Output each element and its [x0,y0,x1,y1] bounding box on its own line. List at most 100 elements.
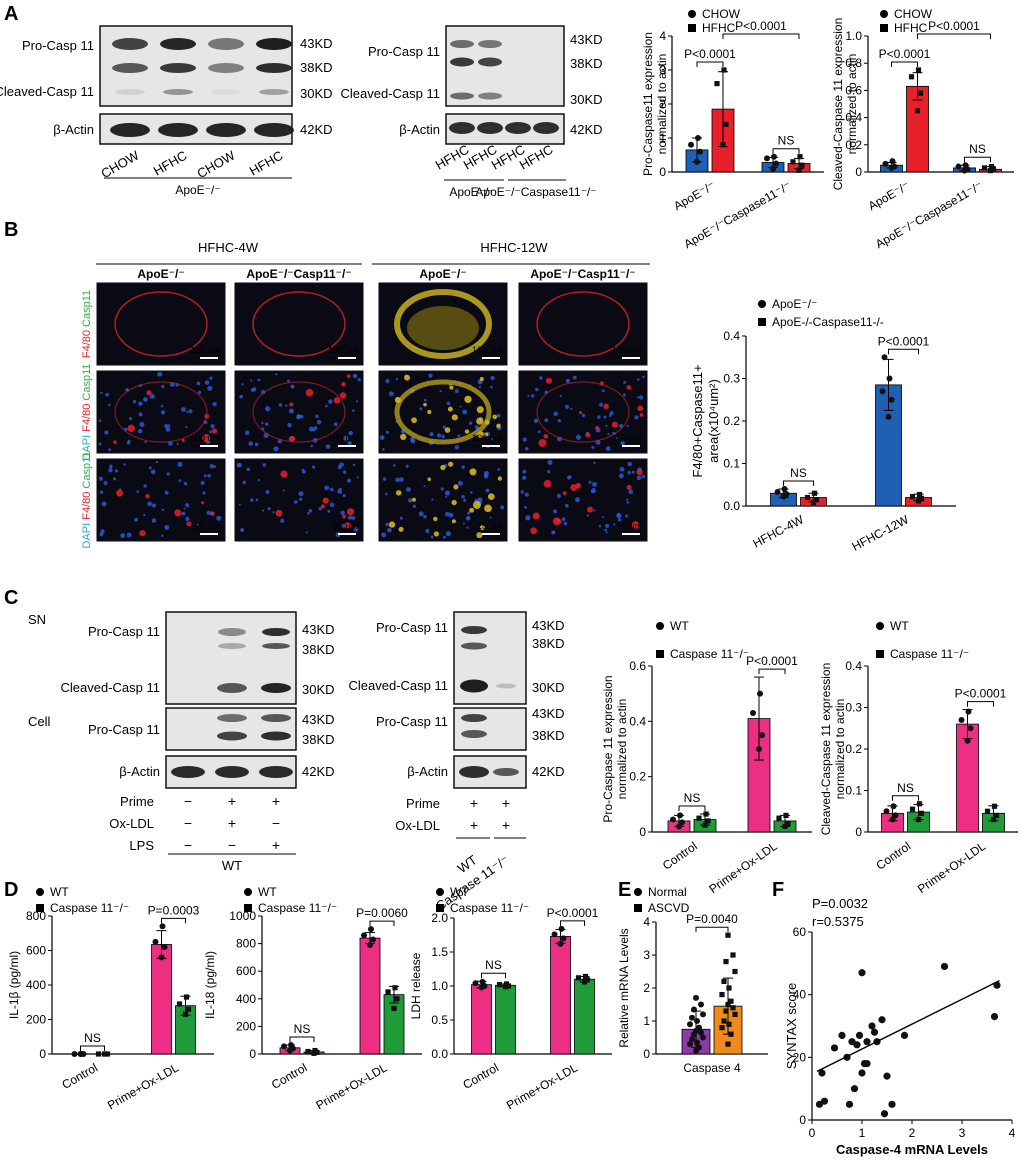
stain-dot [146,390,152,396]
significance-label: P<0.0001 [735,19,787,33]
nucleus-dot [418,511,424,517]
data-point [575,975,582,981]
data-point [918,495,925,501]
stain-dot [603,403,609,409]
blot-band [450,57,474,67]
y-tick-label: 800 [236,937,256,951]
data-point [721,67,727,73]
data-point [987,168,994,174]
nucleus-dot [265,490,270,494]
data-point [159,923,166,930]
nucleus-dot [250,379,253,382]
significance-label: NS [897,781,914,795]
size-marker: 42KD [302,764,335,779]
nucleus-dot [388,391,394,397]
nucleus-dot [405,464,409,468]
data-point [909,806,916,812]
data-point [503,981,510,987]
stain-part: Casp11 [81,363,93,400]
data-point [496,982,503,988]
genotype-label: ApoE⁻/⁻Caspase11⁻/⁻ [475,185,596,199]
blot-band [450,92,474,100]
blot-band [261,714,291,722]
significance-label: P<0.0001 [928,19,980,33]
y-tick-label: 0.2 [723,414,740,428]
stat-r-value: r=0.5375 [812,914,864,929]
nucleus-dot [198,390,202,394]
nucleus-dot [522,437,527,442]
y-axis-label-line2: normalized to actin [845,54,859,155]
blot-band [171,766,205,778]
nucleus-dot [535,387,539,392]
stain-dot [344,522,351,529]
significance-bracket [917,33,991,39]
nucleus-dot [183,481,188,486]
nucleus-dot [325,444,331,449]
data-point [781,486,788,492]
legend-label: ApoE-/-Caspase11-/- [772,315,884,329]
significance-bracket [161,917,186,924]
stain-dot [202,434,211,443]
nucleus-dot [108,448,111,452]
nucleus-dot [272,511,275,514]
data-point [102,1051,109,1057]
nucleus-dot [347,515,352,520]
micrograph-bg [517,369,649,455]
chart-C-pro: 0 0.2 0.4 0.6 Pro-Caspase 11 expression norma… [601,619,812,896]
data-point [551,931,558,938]
significance-label: P<0.0001 [879,47,931,61]
data-point [892,812,899,819]
data-point [981,165,988,171]
data-point [990,166,997,172]
micrograph-tile: 25 um [377,457,509,543]
vessel-outline [252,381,346,443]
data-point [368,926,374,933]
data-point [311,1050,317,1056]
nucleus-dot [461,494,465,499]
micrograph-tile: 100 um [377,281,509,367]
scale-bar-label: 100 um [472,345,502,355]
nucleus-dot [636,396,640,399]
nucleus-dot [581,413,586,418]
blot-band [449,122,475,134]
stain-dot [469,507,475,513]
nucleus-dot [343,435,349,441]
stain-dot [639,413,644,417]
nucleus-dot [239,394,244,399]
nucleus-dot [209,376,213,380]
nucleus-dot [539,376,543,380]
nucleus-dot [108,403,111,407]
nucleus-dot [609,411,614,416]
data-point [964,737,971,744]
nucleus-dot [105,392,110,397]
data-point [694,1039,700,1046]
stain-dot [469,468,477,476]
nucleus-dot [588,480,592,484]
nucleus-dot [525,515,531,521]
blot-band [160,63,196,73]
chart-C-cleaved: 0 0.1 0.2 0.3 0.4 Cleaved-Caspase 11 expressi… [819,619,1018,896]
nucleus-dot [278,403,283,407]
blot-band [262,628,290,636]
nucleus-dot [246,467,250,472]
nucleus-dot [454,445,460,450]
blot-band [208,38,244,50]
nucleus-dot [605,531,608,534]
data-point [726,1021,732,1027]
stain-dot [585,432,591,438]
data-point [732,968,738,975]
nucleus-dot [267,507,271,511]
legend-label: HFHC [702,21,736,35]
significance-label: P<0.0001 [684,47,736,61]
data-point [962,162,969,169]
nucleus-dot [209,464,215,469]
nucleus-dot [574,497,580,503]
y-tick-label: 0.2 [845,138,862,152]
data-point [385,989,391,995]
stain-dot [181,438,185,442]
nucleus-dot [352,409,355,412]
x-category-label: Prime+Ox-LDL [706,839,780,896]
size-marker: 38KD [302,732,335,747]
nucleus-dot [315,414,319,419]
treatment-label: Prime [120,794,154,809]
